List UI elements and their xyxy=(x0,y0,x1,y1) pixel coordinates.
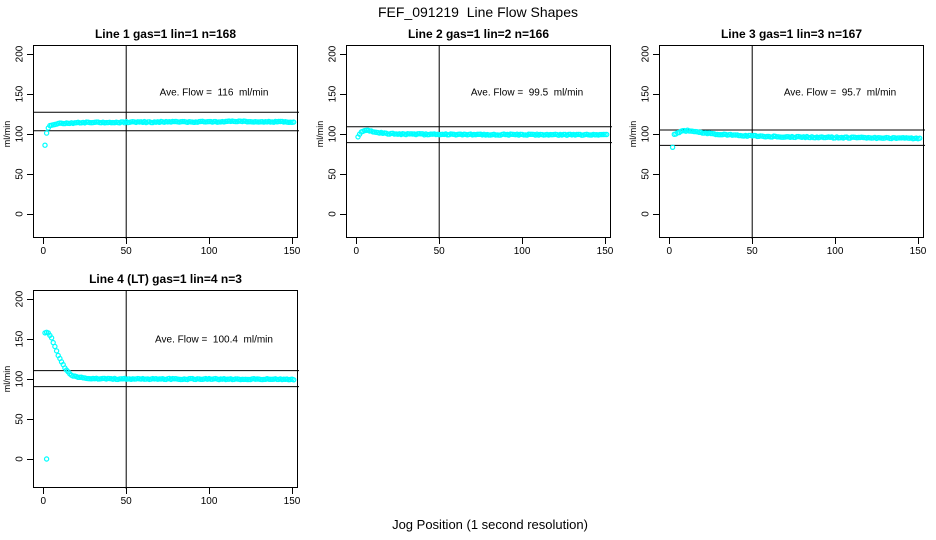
x-tick-label: 0 xyxy=(40,246,47,257)
plot-area xyxy=(347,46,612,239)
x-tick xyxy=(522,238,524,244)
y-tick-label: 0 xyxy=(14,456,26,462)
y-tick xyxy=(653,214,659,216)
x-tick xyxy=(918,238,919,244)
y-axis-label: ml/min xyxy=(2,365,12,393)
y-tick xyxy=(340,174,346,176)
x-tick-label: 100 xyxy=(200,246,218,257)
y-tick-label: 100 xyxy=(14,125,26,143)
x-tick xyxy=(356,238,358,244)
x-tick-label: 0 xyxy=(40,496,47,507)
y-tick-label: 50 xyxy=(14,413,26,425)
x-tick xyxy=(209,238,211,244)
y-tick xyxy=(27,94,33,96)
x-tick xyxy=(752,238,754,244)
x-tick xyxy=(126,238,128,244)
y-tick xyxy=(27,54,33,56)
data-points xyxy=(42,329,297,462)
x-tick-label: 150 xyxy=(283,246,301,257)
x-tick-label: 100 xyxy=(826,246,844,257)
y-tick xyxy=(340,134,346,136)
y-tick xyxy=(653,134,659,136)
y-tick-label: 0 xyxy=(327,211,339,218)
subplot-line-3: Line 3 gas=1 lin=3 n=167 ml/min Ave. Flo… xyxy=(628,27,926,257)
data-points xyxy=(42,118,297,148)
y-tick-label: 50 xyxy=(640,168,652,180)
y-tick-label: 200 xyxy=(640,45,652,63)
subplot-line-2: Line 2 gas=1 lin=2 n=166 ml/min Ave. Flo… xyxy=(315,27,613,257)
subplot-line-1: Line 1 gas=1 lin=1 n=168 ml/min Ave. Flo… xyxy=(2,27,300,257)
x-tick-label: 0 xyxy=(353,246,360,257)
x-tick-label: 100 xyxy=(513,246,531,257)
y-tick-label: 50 xyxy=(327,168,339,180)
x-tick-label: 150 xyxy=(909,246,927,257)
figure-title: FEF_091219 Line Flow Shapes xyxy=(377,4,578,20)
x-tick-label: 50 xyxy=(746,246,758,257)
x-tick xyxy=(669,238,671,244)
y-tick-label: 150 xyxy=(640,85,652,103)
ave-flow-annotation: Ave. Flow = 95.7 ml/min xyxy=(783,87,897,99)
x-tick-label: 50 xyxy=(433,246,445,257)
y-tick-label: 0 xyxy=(14,211,26,218)
y-tick-label: 100 xyxy=(327,125,339,143)
y-tick-label: 100 xyxy=(640,125,652,143)
plot-area xyxy=(660,46,925,239)
subplot-line-4: Line 4 (LT) gas=1 lin=4 n=3 ml/min Ave. … xyxy=(2,272,300,507)
y-tick-label: 200 xyxy=(14,290,26,308)
x-tick xyxy=(835,238,837,244)
y-tick xyxy=(27,214,33,216)
x-tick xyxy=(43,238,45,244)
y-tick-label: 0 xyxy=(640,211,652,218)
y-tick-label: 150 xyxy=(14,330,26,348)
y-tick xyxy=(340,54,346,56)
y-tick xyxy=(340,214,346,216)
y-tick-label: 200 xyxy=(327,45,339,63)
y-tick-label: 100 xyxy=(14,370,26,388)
y-axis-label: ml/min xyxy=(315,120,325,148)
ave-flow-annotation: Ave. Flow = 99.5 ml/min xyxy=(470,87,584,99)
subplot-line-2-title: Line 2 gas=1 lin=2 n=166 xyxy=(407,27,550,41)
x-tick-label: 150 xyxy=(596,246,614,257)
y-tick-label: 150 xyxy=(327,85,339,103)
y-tick xyxy=(27,174,33,176)
x-tick-label: 100 xyxy=(200,496,218,507)
x-tick-label: 50 xyxy=(120,246,132,257)
y-tick-label: 50 xyxy=(14,168,26,180)
y-tick xyxy=(27,339,33,340)
y-tick xyxy=(27,459,33,460)
x-tick xyxy=(292,238,293,244)
x-tick xyxy=(126,488,128,494)
x-tick xyxy=(43,488,45,494)
x-tick xyxy=(209,488,211,494)
x-tick xyxy=(439,238,441,244)
data-points xyxy=(355,127,610,140)
subplot-line-3-title: Line 3 gas=1 lin=3 n=167 xyxy=(720,27,863,41)
x-tick-label: 50 xyxy=(120,496,132,507)
y-tick xyxy=(340,94,346,96)
y-tick-label: 150 xyxy=(14,85,26,103)
y-tick-label: 200 xyxy=(14,45,26,63)
ave-flow-annotation: Ave. Flow = 116 ml/min xyxy=(159,87,269,99)
plot-area xyxy=(34,291,299,489)
y-tick xyxy=(27,419,33,420)
x-tick xyxy=(605,238,606,244)
y-tick xyxy=(653,54,659,56)
y-tick xyxy=(653,94,659,96)
y-tick xyxy=(653,174,659,176)
x-tick-label: 150 xyxy=(283,496,301,507)
x-tick-label: 0 xyxy=(666,246,673,257)
x-tick xyxy=(292,488,293,494)
y-axis-label: ml/min xyxy=(2,120,12,148)
x-axis-label: Jog Position (1 second resolution) xyxy=(392,517,588,532)
y-axis-label: ml/min xyxy=(628,120,638,148)
y-tick xyxy=(27,134,33,136)
ave-flow-annotation: Ave. Flow = 100.4 ml/min xyxy=(155,334,273,346)
subplot-line-4-title: Line 4 (LT) gas=1 lin=4 n=3 xyxy=(89,272,242,286)
y-tick xyxy=(27,299,33,300)
data-points xyxy=(669,127,923,151)
y-tick xyxy=(27,379,33,380)
subplot-line-1-title: Line 1 gas=1 lin=1 n=168 xyxy=(94,27,237,41)
plot-area xyxy=(34,46,299,239)
